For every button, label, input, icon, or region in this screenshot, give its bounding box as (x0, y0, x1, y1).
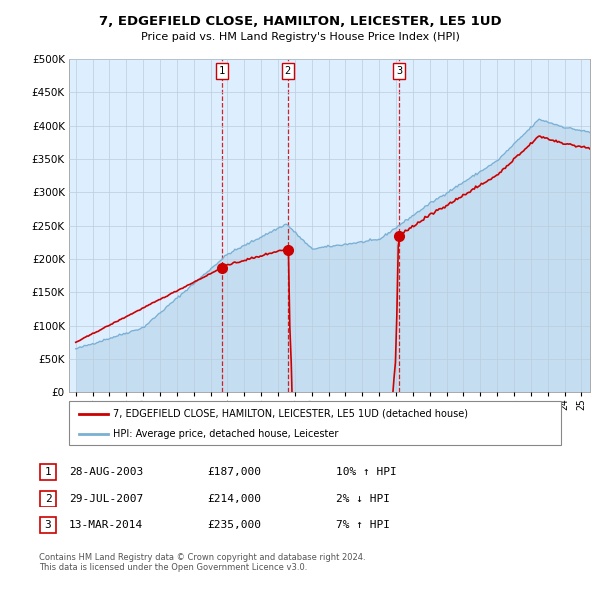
Text: £187,000: £187,000 (207, 467, 261, 477)
Text: 7, EDGEFIELD CLOSE, HAMILTON, LEICESTER, LE5 1UD: 7, EDGEFIELD CLOSE, HAMILTON, LEICESTER,… (98, 15, 502, 28)
Text: 3: 3 (396, 65, 403, 76)
Text: 1: 1 (44, 467, 52, 477)
Text: 10% ↑ HPI: 10% ↑ HPI (336, 467, 397, 477)
Text: 1: 1 (218, 65, 225, 76)
Text: Price paid vs. HM Land Registry's House Price Index (HPI): Price paid vs. HM Land Registry's House … (140, 32, 460, 42)
FancyBboxPatch shape (69, 401, 561, 445)
Text: 13-MAR-2014: 13-MAR-2014 (69, 520, 143, 530)
Text: 28-AUG-2003: 28-AUG-2003 (69, 467, 143, 477)
Text: HPI: Average price, detached house, Leicester: HPI: Average price, detached house, Leic… (113, 430, 338, 440)
Text: 7% ↑ HPI: 7% ↑ HPI (336, 520, 390, 530)
FancyBboxPatch shape (40, 490, 56, 506)
Text: Contains HM Land Registry data © Crown copyright and database right 2024.: Contains HM Land Registry data © Crown c… (39, 553, 365, 562)
FancyBboxPatch shape (40, 517, 56, 533)
Text: 2: 2 (44, 494, 52, 503)
Text: This data is licensed under the Open Government Licence v3.0.: This data is licensed under the Open Gov… (39, 563, 307, 572)
Text: 3: 3 (44, 520, 52, 530)
Text: 29-JUL-2007: 29-JUL-2007 (69, 494, 143, 503)
Text: 2% ↓ HPI: 2% ↓ HPI (336, 494, 390, 503)
Text: 2: 2 (284, 65, 291, 76)
Text: 7, EDGEFIELD CLOSE, HAMILTON, LEICESTER, LE5 1UD (detached house): 7, EDGEFIELD CLOSE, HAMILTON, LEICESTER,… (113, 409, 468, 418)
Text: £235,000: £235,000 (207, 520, 261, 530)
FancyBboxPatch shape (40, 464, 56, 480)
Text: £214,000: £214,000 (207, 494, 261, 503)
